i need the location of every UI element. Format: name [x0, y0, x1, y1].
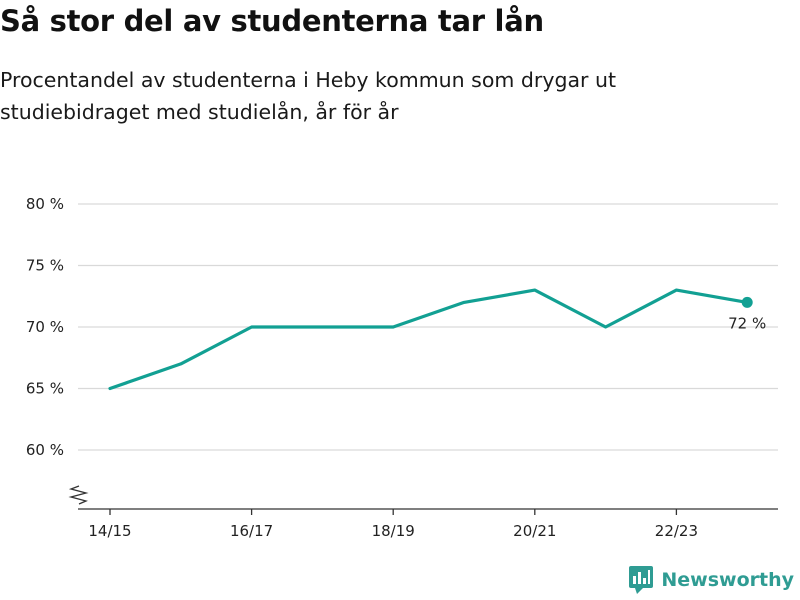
- series-line: [108, 288, 749, 391]
- last-value-label: 72 %: [728, 314, 766, 332]
- x-axis-ticks: 14/15 16/17 18/19 20/21 22/23: [88, 509, 698, 540]
- line-chart: 60 % 65 % 70 % 75 % 80 % 14/15 16/17 18/19 20/2…: [26, 195, 778, 540]
- last-point-marker: [741, 296, 753, 308]
- y-tick-label: 80 %: [26, 195, 64, 213]
- x-tick-label: 22/23: [655, 522, 698, 540]
- axis-break-icon: [68, 485, 89, 505]
- brand-name: Newsworthy: [661, 569, 794, 591]
- x-tick-label: 20/21: [513, 522, 556, 540]
- y-tick-label: 65 %: [26, 380, 64, 398]
- x-tick-label: 14/15: [88, 522, 131, 540]
- bar-chart-speech-bubble-icon: [629, 566, 654, 594]
- brand-logo: Newsworthy: [629, 566, 794, 594]
- annotations: 72 %: [728, 296, 766, 332]
- gridlines: [78, 203, 778, 451]
- x-tick-label: 16/17: [230, 522, 273, 540]
- x-tick-label: 18/19: [372, 522, 415, 540]
- y-tick-label: 70 %: [26, 318, 64, 336]
- y-tick-label: 75 %: [26, 257, 64, 275]
- y-tick-label: 60 %: [26, 441, 64, 459]
- series: [108, 288, 749, 391]
- chart-title: Så stor del av studenterna tar lån: [0, 4, 544, 38]
- x-axis: [68, 485, 778, 510]
- y-axis-ticks: 60 % 65 % 70 % 75 % 80 %: [26, 195, 64, 459]
- chart-subtitle: Procentandel av studenterna i Heby kommu…: [0, 68, 617, 124]
